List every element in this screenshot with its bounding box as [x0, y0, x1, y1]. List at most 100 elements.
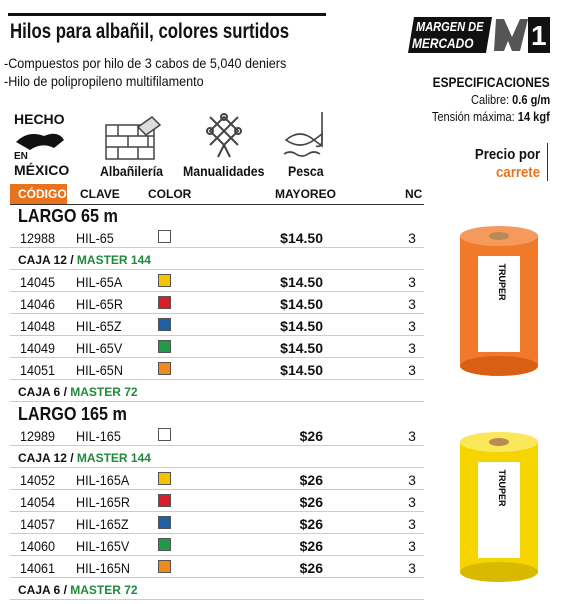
swatch	[158, 340, 171, 353]
title-rule	[8, 13, 326, 16]
row-rule	[10, 467, 424, 468]
spec-value: 14 kgf	[518, 109, 550, 124]
price-note: Precio por	[474, 146, 540, 163]
feature: -Compuestos por hilo de 3 cabos de 5,040…	[4, 55, 287, 71]
price: $26	[299, 472, 323, 488]
code: 14046	[20, 296, 56, 312]
section-title: LARGO 65 m	[18, 206, 118, 226]
code: 14054	[20, 494, 56, 510]
badge-line1: MARGEN DE	[416, 19, 484, 34]
section-title: LARGO 165 m	[18, 404, 127, 424]
key: HIL-165N	[76, 560, 130, 576]
feature: -Hilo de polipropileno multifilamento	[4, 73, 204, 89]
nc: 3	[408, 274, 416, 290]
swatch	[158, 318, 171, 331]
master-label: MASTER 144	[76, 253, 151, 267]
nc: 3	[408, 296, 416, 312]
brand: TRUPER	[497, 469, 507, 507]
header-rule	[10, 204, 424, 205]
knot-icon	[206, 113, 242, 158]
key: HIL-65N	[76, 362, 123, 378]
price: $14.50	[280, 296, 323, 312]
feature-text: Hilo de polipropileno multifilamento	[8, 73, 204, 89]
origin: HECHO	[14, 111, 65, 127]
spec: Tensión máxima: 14 kgf	[432, 110, 550, 123]
spec: Calibre: 0.6 g/m	[471, 93, 550, 106]
code: 14060	[20, 538, 56, 554]
use-label: Albañilería	[100, 163, 164, 179]
box-info: CAJA 12 / MASTER 144	[18, 254, 151, 266]
price-rule	[547, 143, 548, 181]
price: $26	[299, 494, 323, 510]
code: 14045	[20, 274, 56, 290]
row-rule	[10, 599, 424, 600]
swatch	[158, 362, 171, 375]
row-rule	[10, 445, 424, 446]
nc: 3	[408, 560, 416, 576]
nc: 3	[408, 472, 416, 488]
swatch	[158, 428, 171, 441]
nc: 3	[408, 428, 416, 444]
master-label: MASTER 144	[76, 451, 151, 465]
nc: 3	[408, 494, 416, 510]
swatch	[158, 230, 171, 243]
nc: 3	[408, 340, 416, 356]
key: HIL-65A	[76, 274, 123, 290]
key: HIL-165V	[76, 538, 130, 554]
row-rule	[10, 335, 424, 336]
fishing-icon	[283, 112, 323, 157]
key: HIL-65R	[76, 296, 123, 312]
nc: 3	[408, 318, 416, 334]
origin: MÉXICO	[14, 162, 70, 178]
swatch	[158, 538, 171, 551]
badge-shape	[408, 17, 550, 53]
row-rule	[10, 357, 424, 358]
row-rule	[10, 313, 424, 314]
row-rule	[10, 291, 424, 292]
box-info: CAJA 12 / MASTER 144	[18, 452, 151, 464]
badge: MARGEN DE MERCADO 1	[408, 17, 550, 53]
code: 14051	[20, 362, 56, 378]
box-label: CAJA 6 /	[18, 385, 67, 399]
swatch	[158, 472, 171, 485]
price: $14.50	[280, 274, 323, 290]
badge-number: 1	[531, 20, 547, 51]
key: HIL-65V	[76, 340, 123, 356]
master-label: MASTER 72	[70, 385, 138, 399]
price: $14.50	[280, 362, 323, 378]
row-rule	[10, 247, 424, 248]
row-rule	[10, 401, 424, 402]
code: 14061	[20, 560, 56, 576]
key: HIL-165R	[76, 494, 130, 510]
nc: 3	[408, 538, 416, 554]
row-rule	[10, 269, 424, 270]
price: $14.50	[280, 230, 323, 246]
code: 12989	[20, 428, 56, 444]
column-header: COLOR	[148, 187, 192, 201]
price: $14.50	[280, 340, 323, 356]
price: $26	[299, 560, 323, 576]
key: HIL-165A	[76, 472, 130, 488]
code: 14052	[20, 472, 56, 488]
title: Hilos para albañil, colores surtidos	[10, 20, 290, 43]
swatch	[158, 274, 171, 287]
swatch	[158, 516, 171, 529]
row-rule	[10, 577, 424, 578]
swatch	[158, 560, 171, 573]
price: $26	[299, 428, 323, 444]
box-label: CAJA 12 /	[18, 253, 74, 267]
key: HIL-165	[76, 428, 121, 444]
spool-orange: TRUPER	[460, 226, 538, 376]
price: $14.50	[280, 318, 323, 334]
spool-yellow: TRUPER	[460, 432, 538, 582]
price: $26	[299, 538, 323, 554]
key: HIL-65	[76, 230, 114, 246]
swatch	[158, 494, 171, 507]
origin-icon	[16, 133, 64, 150]
code: 14048	[20, 318, 56, 334]
badge-line2: MERCADO	[412, 35, 474, 51]
spec-label: Calibre:	[470, 92, 509, 107]
spec-value: 0.6 g/m	[511, 92, 550, 107]
box-label: CAJA 12 /	[18, 451, 74, 465]
